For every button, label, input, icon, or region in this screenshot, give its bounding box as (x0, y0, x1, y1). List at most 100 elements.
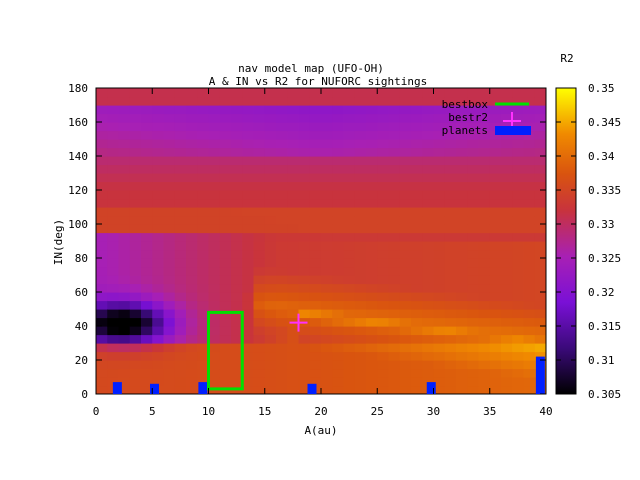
heatmap-cell (388, 190, 401, 200)
heatmap-cell (433, 377, 446, 387)
heatmap-cell (231, 334, 243, 344)
heatmap-cell (152, 105, 165, 115)
heatmap-cell (399, 164, 412, 174)
heatmap-cell (388, 147, 401, 157)
heatmap-cell (129, 105, 142, 115)
heatmap-cell (422, 156, 435, 166)
heatmap-cell (298, 113, 311, 123)
heatmap-cell (444, 173, 457, 183)
heatmap-cell (534, 292, 546, 302)
heatmap-cell (264, 266, 277, 276)
heatmap-cell (478, 385, 491, 394)
heatmap-cell (186, 88, 198, 98)
heatmap-cell (253, 343, 266, 353)
heatmap-cell (422, 360, 435, 370)
heatmap-cell (152, 258, 165, 268)
heatmap-cell (388, 317, 401, 327)
heatmap-cell (377, 360, 390, 370)
heatmap-cell (174, 147, 187, 157)
heatmap-cell (118, 385, 131, 394)
heatmap-cell (287, 241, 300, 251)
heatmap-cell (253, 385, 266, 394)
heatmap-cell (321, 326, 333, 336)
legend-label: bestr2 (448, 111, 488, 124)
heatmap-cell (433, 181, 446, 191)
heatmap-cell (489, 292, 502, 302)
heatmap-cell (489, 190, 502, 200)
heatmap-cell (107, 258, 120, 268)
heatmap-cell (478, 317, 491, 327)
heatmap-cell (152, 122, 165, 132)
heatmap-cell (366, 88, 378, 98)
heatmap-cell (163, 292, 176, 302)
heatmap-cell (332, 139, 345, 149)
heatmap-cell (298, 198, 311, 208)
heatmap-cell (366, 122, 378, 132)
heatmap-cell (163, 147, 176, 157)
heatmap-cell (186, 351, 198, 361)
heatmap-cell (433, 249, 446, 259)
heatmap-cell (208, 139, 221, 149)
heatmap-cell (264, 224, 277, 234)
heatmap-cell (321, 241, 333, 251)
heatmap-cell (141, 275, 153, 285)
heatmap-cell (388, 113, 401, 123)
heatmap-cell (298, 309, 311, 319)
heatmap-cell (411, 343, 423, 353)
heatmap-cell (298, 275, 311, 285)
heatmap-cell (118, 173, 131, 183)
heatmap-cell (264, 198, 277, 208)
y-tick-label: 160 (68, 116, 88, 129)
heatmap-cell (343, 266, 356, 276)
heatmap-cell (321, 96, 333, 106)
heatmap-cell (264, 360, 277, 370)
heatmap-cell (96, 334, 108, 344)
heatmap-cell (253, 309, 266, 319)
heatmap-cell (444, 385, 457, 394)
heatmap-cell (422, 343, 435, 353)
heatmap-cell (242, 181, 255, 191)
heatmap-cell (523, 351, 536, 361)
heatmap-cell (264, 309, 277, 319)
heatmap-cell (433, 190, 446, 200)
heatmap-cell (107, 317, 120, 327)
heatmap-cell (478, 190, 491, 200)
heatmap-cell (433, 173, 446, 183)
heatmap-cell (354, 198, 367, 208)
heatmap-cell (219, 105, 232, 115)
heatmap-cell (366, 215, 378, 225)
heatmap-cell (467, 190, 480, 200)
y-axis: 0 20 40 60 80 100 120 140 160 180 (68, 82, 546, 401)
heatmap-cell (478, 96, 491, 106)
heatmap-cell (354, 232, 367, 242)
heatmap-cell (478, 249, 491, 259)
heatmap-cell (219, 130, 232, 140)
heatmap-cell (186, 360, 198, 370)
heatmap-cell (489, 224, 502, 234)
heatmap-cell (501, 241, 513, 251)
heatmap-cell (321, 164, 333, 174)
heatmap-cell (422, 232, 435, 242)
heatmap-cell (276, 122, 288, 132)
heatmap-cell (377, 96, 390, 106)
heatmap-cell (107, 292, 120, 302)
heatmap-cell (321, 334, 333, 344)
heatmap-cell (219, 249, 232, 259)
heatmap-cell (219, 96, 232, 106)
heatmap-cell (287, 343, 300, 353)
bestr2-marker (289, 313, 308, 332)
heatmap-cell (377, 385, 390, 394)
heatmap-cell (186, 249, 198, 259)
heatmap-cell (467, 300, 480, 310)
heatmap-cell (523, 309, 536, 319)
heatmap-cell (174, 130, 187, 140)
heatmap-cell (478, 181, 491, 191)
heatmap-cell (354, 113, 367, 123)
heatmap-cell (501, 173, 513, 183)
heatmap-cell (489, 326, 502, 336)
heatmap-cell (456, 309, 468, 319)
heatmap-cell (163, 317, 176, 327)
heatmap-cell (377, 292, 390, 302)
heatmap-cell (467, 139, 480, 149)
heatmap-cell (523, 377, 536, 387)
